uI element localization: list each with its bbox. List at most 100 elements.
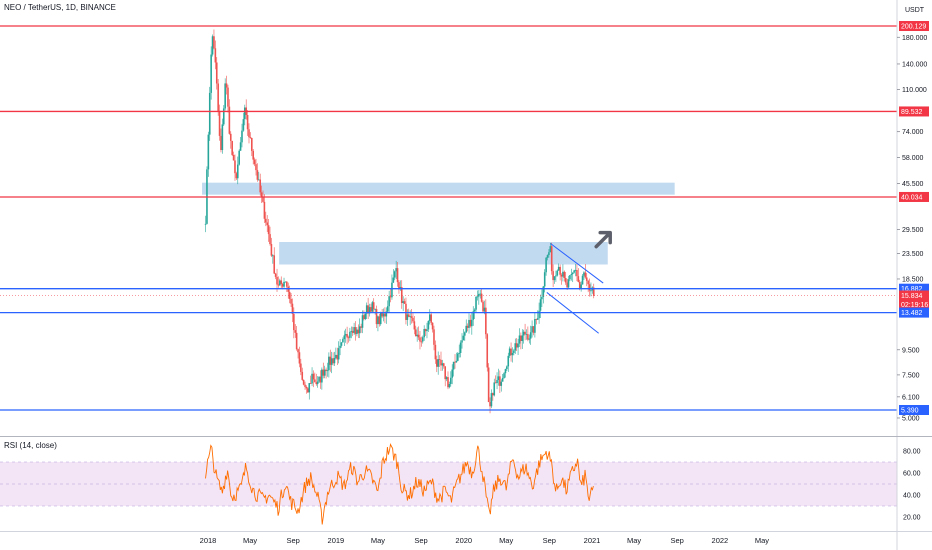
- price-tick-label: 110.000: [902, 87, 927, 94]
- candle: [520, 335, 522, 341]
- candle: [357, 329, 360, 334]
- candle: [246, 115, 249, 130]
- candle: [263, 201, 266, 219]
- candle: [391, 282, 393, 298]
- candle: [340, 342, 343, 346]
- candle: [419, 337, 421, 342]
- candle-layer: [204, 29, 595, 414]
- candle: [356, 329, 358, 335]
- rsi-line: [205, 442, 594, 525]
- candle: [360, 326, 362, 328]
- price-tag-label: 15.834: [901, 293, 923, 300]
- candle: [346, 334, 348, 338]
- candle: [207, 134, 210, 170]
- candle: [354, 327, 357, 335]
- candle: [236, 164, 239, 179]
- candle: [228, 106, 231, 134]
- candle: [248, 129, 250, 138]
- candle: [496, 380, 498, 384]
- price-tag-label: 89.532: [901, 109, 923, 116]
- candle: [503, 373, 505, 378]
- candle: [468, 319, 470, 328]
- candle: [302, 379, 305, 385]
- candle: [288, 291, 291, 299]
- candle: [426, 329, 428, 332]
- candle: [388, 296, 390, 307]
- candle: [337, 348, 340, 360]
- candle: [483, 307, 486, 312]
- candle: [476, 296, 479, 298]
- time-tick-label: 2019: [328, 536, 345, 545]
- candle: [309, 383, 312, 384]
- candle: [239, 142, 242, 151]
- price-tag-label: 02:19:16: [901, 302, 928, 309]
- chart-title: NEO / TetherUS, 1D, BINANCE: [4, 3, 116, 12]
- candle: [242, 119, 245, 131]
- rsi-tick-label: 20.00: [903, 515, 921, 522]
- candle: [321, 369, 323, 383]
- candle: [393, 271, 396, 278]
- candle: [210, 54, 212, 93]
- candle: [218, 111, 221, 136]
- candle: [485, 307, 487, 335]
- price-tag: [899, 283, 929, 294]
- candle: [249, 137, 252, 138]
- candle: [531, 326, 533, 333]
- rsi-tick-label: 40.00: [903, 493, 921, 500]
- candle: [208, 92, 211, 135]
- candle: [524, 331, 526, 335]
- candle: [507, 355, 510, 367]
- candle: [283, 281, 285, 287]
- candle: [409, 316, 411, 318]
- candle: [482, 301, 484, 312]
- price-tag-label: 16.882: [901, 286, 923, 293]
- candle: [457, 353, 459, 361]
- candle: [382, 313, 385, 317]
- candle: [452, 361, 455, 370]
- price-tick-label: 45.500: [902, 181, 924, 188]
- candle: [497, 376, 500, 381]
- candle: [312, 373, 315, 380]
- candle: [314, 379, 316, 383]
- candle: [458, 352, 461, 354]
- candle: [385, 311, 388, 317]
- price-tag: [899, 21, 929, 31]
- candle: [274, 273, 277, 277]
- candle: [486, 334, 489, 368]
- candle: [349, 331, 351, 338]
- candle: [403, 301, 406, 304]
- candle: [330, 358, 333, 365]
- candle: [440, 359, 442, 366]
- candle: [585, 277, 588, 281]
- arrow-up-icon: [594, 233, 609, 249]
- candle: [300, 363, 302, 372]
- arrow-up-icon: [598, 230, 612, 245]
- candle: [405, 303, 407, 320]
- candle: [374, 309, 376, 310]
- candle: [490, 393, 493, 407]
- candle: [441, 363, 444, 366]
- price-tick-label: 140.000: [902, 61, 927, 68]
- candle: [351, 331, 354, 333]
- candle: [272, 255, 274, 257]
- candle: [361, 315, 364, 328]
- candle: [406, 314, 409, 320]
- candle: [455, 360, 458, 363]
- candle: [269, 234, 271, 244]
- candle: [291, 303, 294, 314]
- candle: [478, 293, 480, 297]
- candle: [229, 133, 232, 141]
- candle: [433, 329, 435, 345]
- candle: [293, 313, 295, 331]
- price-tag-label: 13.482: [901, 310, 923, 317]
- candle: [220, 135, 222, 151]
- candle: [294, 330, 297, 333]
- candle: [266, 222, 269, 226]
- price-tick-label: 5.000: [902, 415, 920, 422]
- candle: [290, 298, 292, 304]
- price-tag: [899, 191, 929, 202]
- candle: [430, 314, 432, 323]
- candle: [510, 348, 512, 356]
